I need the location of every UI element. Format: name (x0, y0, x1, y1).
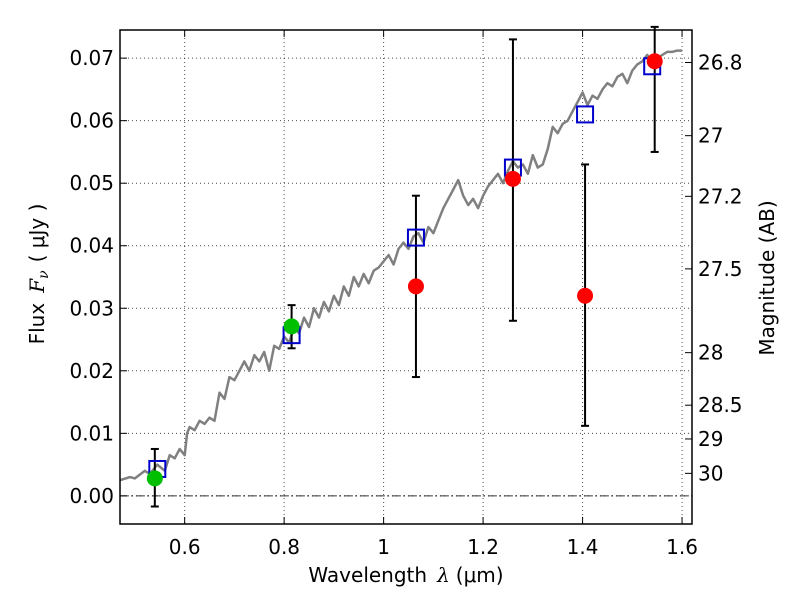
x-tick-label: 1.2 (467, 535, 499, 559)
x-tick-label: 0.8 (268, 535, 300, 559)
y-tick-label: 0.02 (69, 359, 114, 383)
nir-flux-point (504, 170, 521, 187)
y-tick-label: 0.00 (69, 484, 114, 508)
x-tick-label: 0.6 (169, 535, 201, 559)
y-tick-label: 0.05 (69, 171, 114, 195)
x-axis-label-text: Wavelength (308, 563, 427, 587)
magnitude-tick-label: 26.8 (698, 51, 743, 75)
y-axis-label-symbol: F (25, 278, 49, 294)
y-tick-label: 0.04 (69, 234, 114, 258)
magnitude-tick-label: 27.5 (698, 257, 743, 281)
magnitude-tick-label: 30 (698, 461, 723, 485)
y-axis-label: Flux Fν ( μJy ) (25, 204, 52, 345)
x-axis-label: Wavelength λ (μm) (308, 563, 503, 587)
x-tick-label: 1 (377, 535, 390, 559)
grid-lines (120, 30, 692, 524)
y-tick-label: 0.01 (69, 421, 114, 445)
magnitude-tick-label: 28.5 (698, 393, 743, 417)
y-axis-ticks: 0.00 0.01 0.02 0.03 0.04 0.05 0.06 0.07 (69, 46, 127, 508)
y-axis-label-unit: ( μJy ) (25, 204, 49, 263)
nir-flux-point (407, 278, 424, 295)
spectrum-line (119, 49, 683, 482)
nir-flux-point (646, 53, 663, 70)
model-spectrum-series (119, 49, 683, 482)
magnitude-tick-label: 29 (698, 427, 723, 451)
magnitude-axis-label: Magnitude (AB) (755, 200, 779, 355)
measured-flux-series (146, 53, 663, 487)
model-photometry-point (406, 228, 425, 247)
magnitude-axis-ticks: 26.8 27 27.2 27.5 28 28.5 29 30 (685, 51, 743, 485)
nir-flux-point (577, 287, 594, 304)
x-tick-label: 1.4 (567, 535, 599, 559)
x-tick-label: 1.6 (666, 535, 698, 559)
optical-flux-point (146, 470, 163, 487)
plot-frame (119, 29, 693, 525)
optical-flux-point (283, 318, 300, 335)
x-axis-ticks: 0.6 0.8 1 1.2 1.4 1.6 (169, 30, 698, 559)
y-tick-label: 0.03 (69, 296, 114, 320)
model-photometry-point (576, 105, 595, 124)
x-axis-label-unit: (μm) (456, 563, 504, 587)
magnitude-tick-label: 27.2 (698, 184, 743, 208)
y-tick-label: 0.06 (69, 109, 114, 133)
y-axis-label-subscript: ν (36, 270, 52, 279)
y-axis-label-text: Flux (25, 303, 49, 345)
x-axis-label-symbol: λ (436, 563, 450, 587)
magnitude-tick-label: 27 (698, 124, 723, 148)
magnitude-tick-label: 28 (698, 341, 723, 365)
y-tick-label: 0.07 (69, 46, 114, 70)
